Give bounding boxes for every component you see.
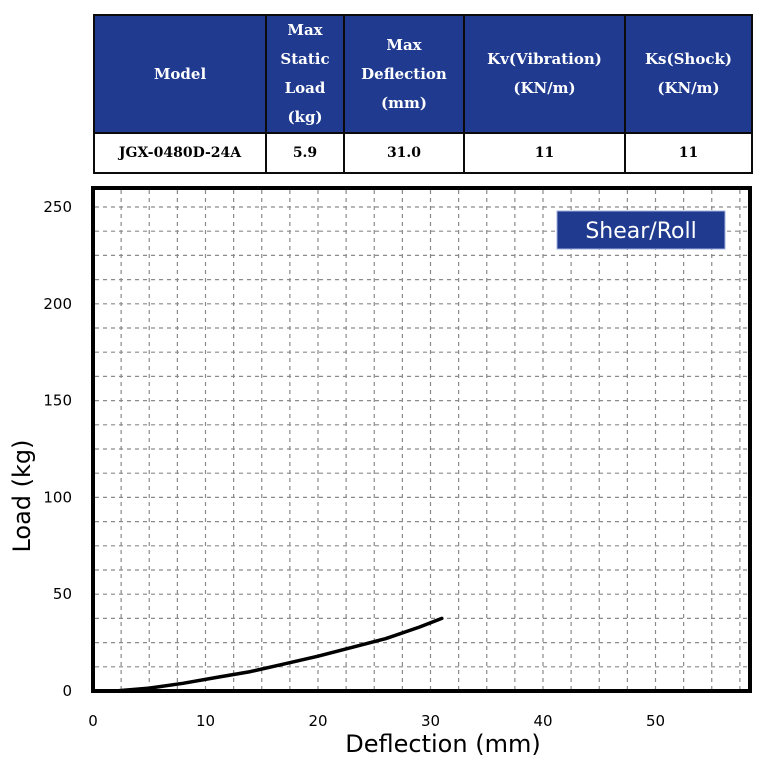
y-tick-label: 50: [53, 585, 72, 603]
y-tick-label: 100: [43, 488, 72, 506]
series-line: [113, 616, 444, 693]
header-max-deflection-line: Deflection: [361, 64, 447, 83]
legend-label: Shear/Roll: [585, 219, 696, 244]
spec-table: Model Max Static Load (kg) Max Deflectio…: [93, 14, 753, 174]
header-ks-shock: Ks(Shock) (KN/m): [624, 14, 753, 134]
x-tick-label: 30: [421, 712, 440, 730]
cell-kv: 11: [463, 132, 626, 174]
legend: Shear/Roll: [556, 210, 726, 250]
plot-frame: [91, 186, 752, 693]
y-tick-label: 200: [43, 295, 72, 313]
header-max-deflection-line: (mm): [381, 93, 427, 112]
x-axis-ticks: 0 10 20 30 40 50: [88, 712, 665, 730]
header-ks-shock-line: Ks(Shock): [645, 50, 732, 68]
header-ks-shock-line: (KN/m): [657, 79, 720, 97]
y-axis-ticks: 0 50 100 150 200 250: [43, 198, 72, 700]
table-header-row: Model Max Static Load (kg) Max Deflectio…: [93, 14, 753, 134]
y-tick-label: 250: [43, 198, 72, 216]
header-max-deflection-line: Max: [386, 35, 422, 54]
x-tick-label: 50: [646, 712, 665, 730]
cell-max-static-load: 5.9: [265, 132, 345, 174]
header-model: Model: [93, 14, 267, 134]
series-group: [113, 616, 444, 693]
table-row: JGX-0480D-24A 5.9 31.0 11 11: [93, 132, 753, 174]
x-tick-label: 10: [196, 712, 215, 730]
header-model-line: Model: [153, 64, 207, 83]
x-tick-label: 40: [533, 712, 552, 730]
y-axis-title: Load (kg): [8, 439, 36, 552]
legend-box: [556, 210, 726, 250]
y-tick-label: 0: [62, 682, 72, 700]
header-max-static-load: Max Static Load (kg): [265, 14, 345, 134]
x-tick-label: 20: [308, 712, 327, 730]
header-kv-vibration: Kv(Vibration) (KN/m): [463, 14, 626, 134]
header-max-deflection: Max Deflection (mm): [343, 14, 465, 134]
cell-ks: 11: [624, 132, 753, 174]
header-max-static-load-line: Load: [284, 79, 326, 97]
header-max-static-load-line: Static: [280, 50, 330, 68]
cell-model: JGX-0480D-24A: [93, 132, 267, 174]
y-tick-label: 150: [43, 392, 72, 410]
header-max-static-load-line: (kg): [287, 108, 323, 126]
header-kv-vibration-line: Kv(Vibration): [487, 50, 602, 68]
header-kv-vibration-line: (KN/m): [513, 79, 576, 97]
cell-max-deflection: 31.0: [343, 132, 465, 174]
chart-grid: [95, 190, 748, 689]
header-max-static-load-line: Max: [287, 21, 323, 39]
x-axis-title: Deflection (mm): [345, 730, 540, 758]
x-tick-label: 0: [88, 712, 98, 730]
